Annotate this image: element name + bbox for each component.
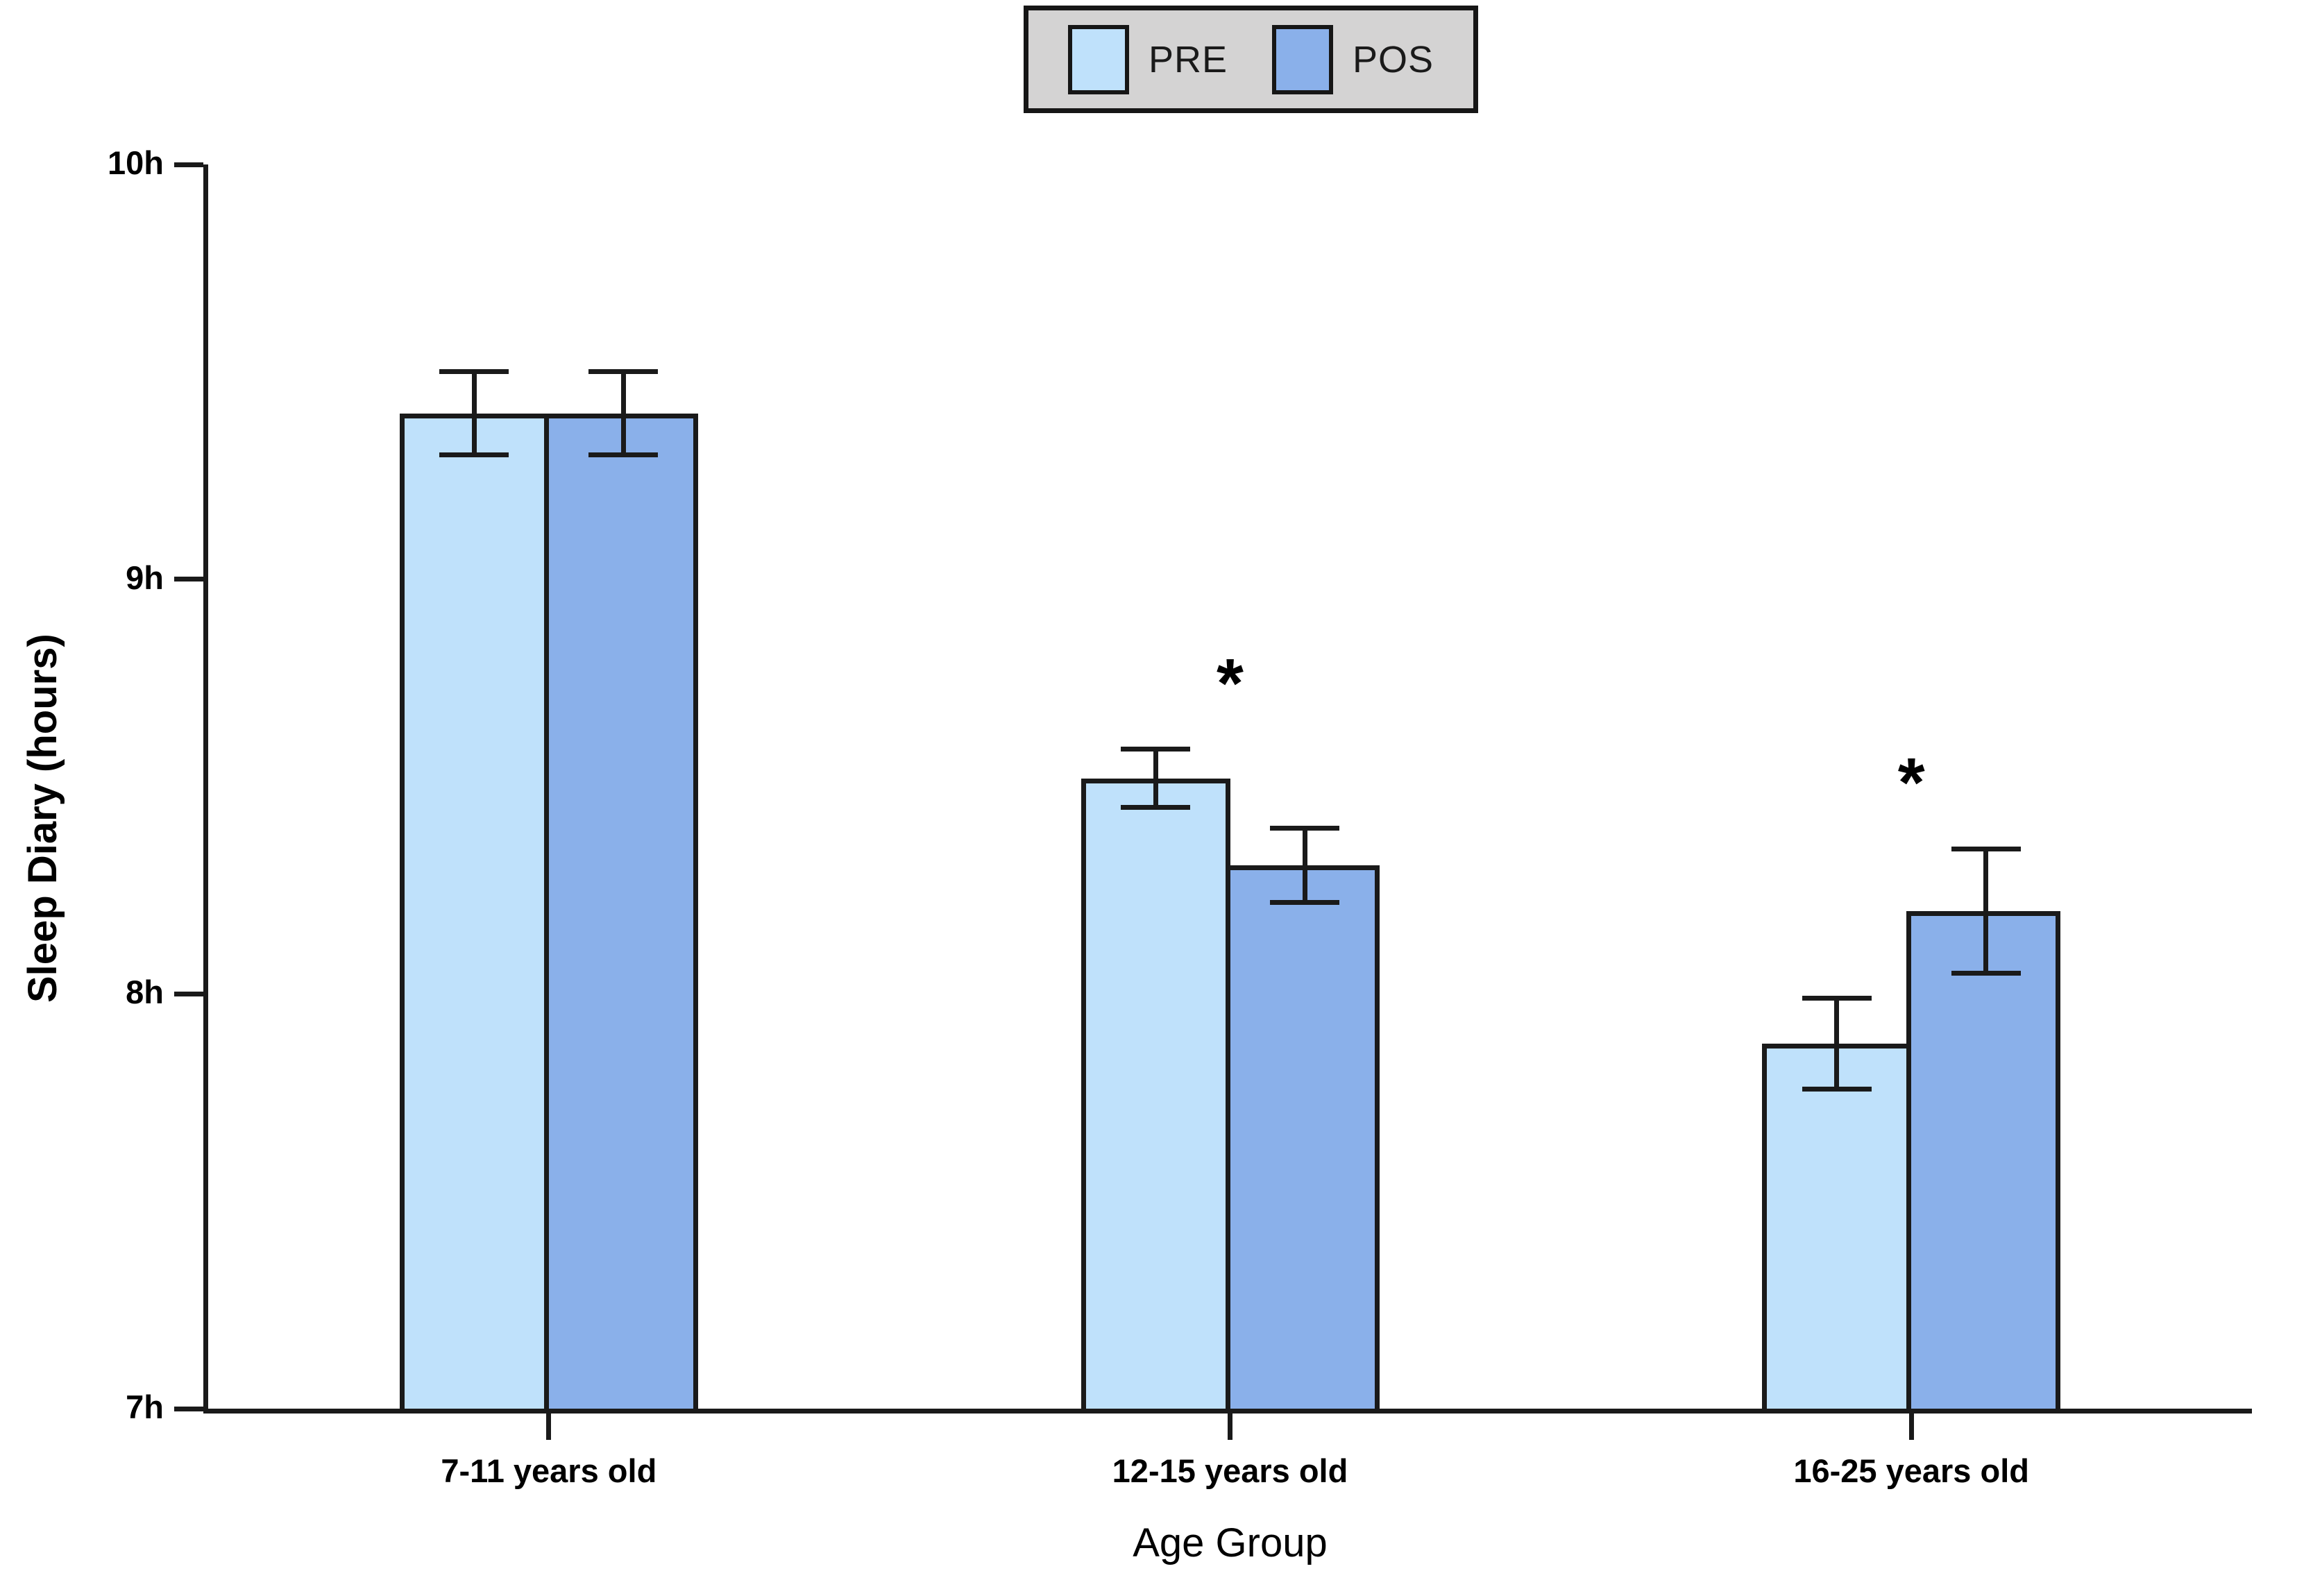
bar-pos-2 [1906,910,2061,1414]
y-tick-label-8h: 8h [126,974,164,1011]
legend: PRE POS [1024,6,1478,113]
error-bar-line-pos-0 [620,371,626,455]
x-axis-line [203,1409,2252,1414]
x-tick-0 [546,1414,552,1440]
bar-pos-1 [1225,865,1380,1414]
error-bar-line-pos-1 [1302,828,1307,903]
legend-label-pre: PRE [1148,38,1228,80]
y-tick-label-10h: 10h [108,144,164,181]
significance-marker-2: * [1897,744,1925,822]
y-axis-title: Sleep Diary (hours) [20,634,65,1003]
y-tick-10h [174,162,203,167]
bar-pre-2 [1762,1044,1912,1414]
error-bar-cap-low-pos-2 [1951,970,2021,976]
x-tick-2 [1908,1414,1914,1440]
error-bar-line-pre-2 [1834,998,1840,1089]
error-bar-cap-low-pos-1 [1270,900,1339,906]
legend-swatch-pre [1067,24,1129,94]
bar-pos-0 [543,413,698,1414]
x-axis-title: Age Group [1133,1520,1328,1565]
error-bar-cap-low-pre-0 [439,452,509,457]
error-bar-cap-high-pre-2 [1802,995,1872,1001]
y-tick-label-9h: 9h [126,559,164,596]
legend-label-pos: POS [1353,38,1434,80]
x-category-label-0: 7-11 years old [441,1452,657,1489]
error-bar-cap-high-pos-0 [588,369,659,375]
error-bar-cap-high-pos-2 [1951,846,2021,851]
significance-marker-1: * [1217,644,1244,722]
error-bar-cap-low-pre-1 [1121,804,1190,810]
bar-pre-1 [1081,778,1230,1414]
y-tick-8h [174,991,203,996]
y-tick-label-7h: 7h [126,1389,164,1425]
legend-entry-pos: POS [1272,24,1434,94]
legend-swatch-pos [1272,24,1333,94]
y-tick-7h [174,1406,203,1411]
error-bar-line-pre-1 [1153,749,1158,808]
legend-entry-pre: PRE [1067,24,1228,94]
error-bar-cap-low-pos-0 [588,452,659,457]
y-tick-9h [174,577,203,582]
x-category-label-2: 16-25 years old [1793,1452,2029,1489]
error-bar-line-pre-0 [471,371,477,455]
error-bar-cap-low-pre-2 [1802,1087,1872,1092]
y-axis-line [203,164,208,1414]
x-tick-1 [1228,1414,1232,1440]
x-category-label-1: 12-15 years old [1112,1452,1348,1489]
error-bar-cap-high-pos-1 [1270,825,1339,831]
bar-pre-0 [399,413,549,1414]
error-bar-cap-high-pre-0 [439,369,509,375]
error-bar-cap-high-pre-1 [1121,747,1190,752]
error-bar-line-pos-2 [1983,849,1989,974]
